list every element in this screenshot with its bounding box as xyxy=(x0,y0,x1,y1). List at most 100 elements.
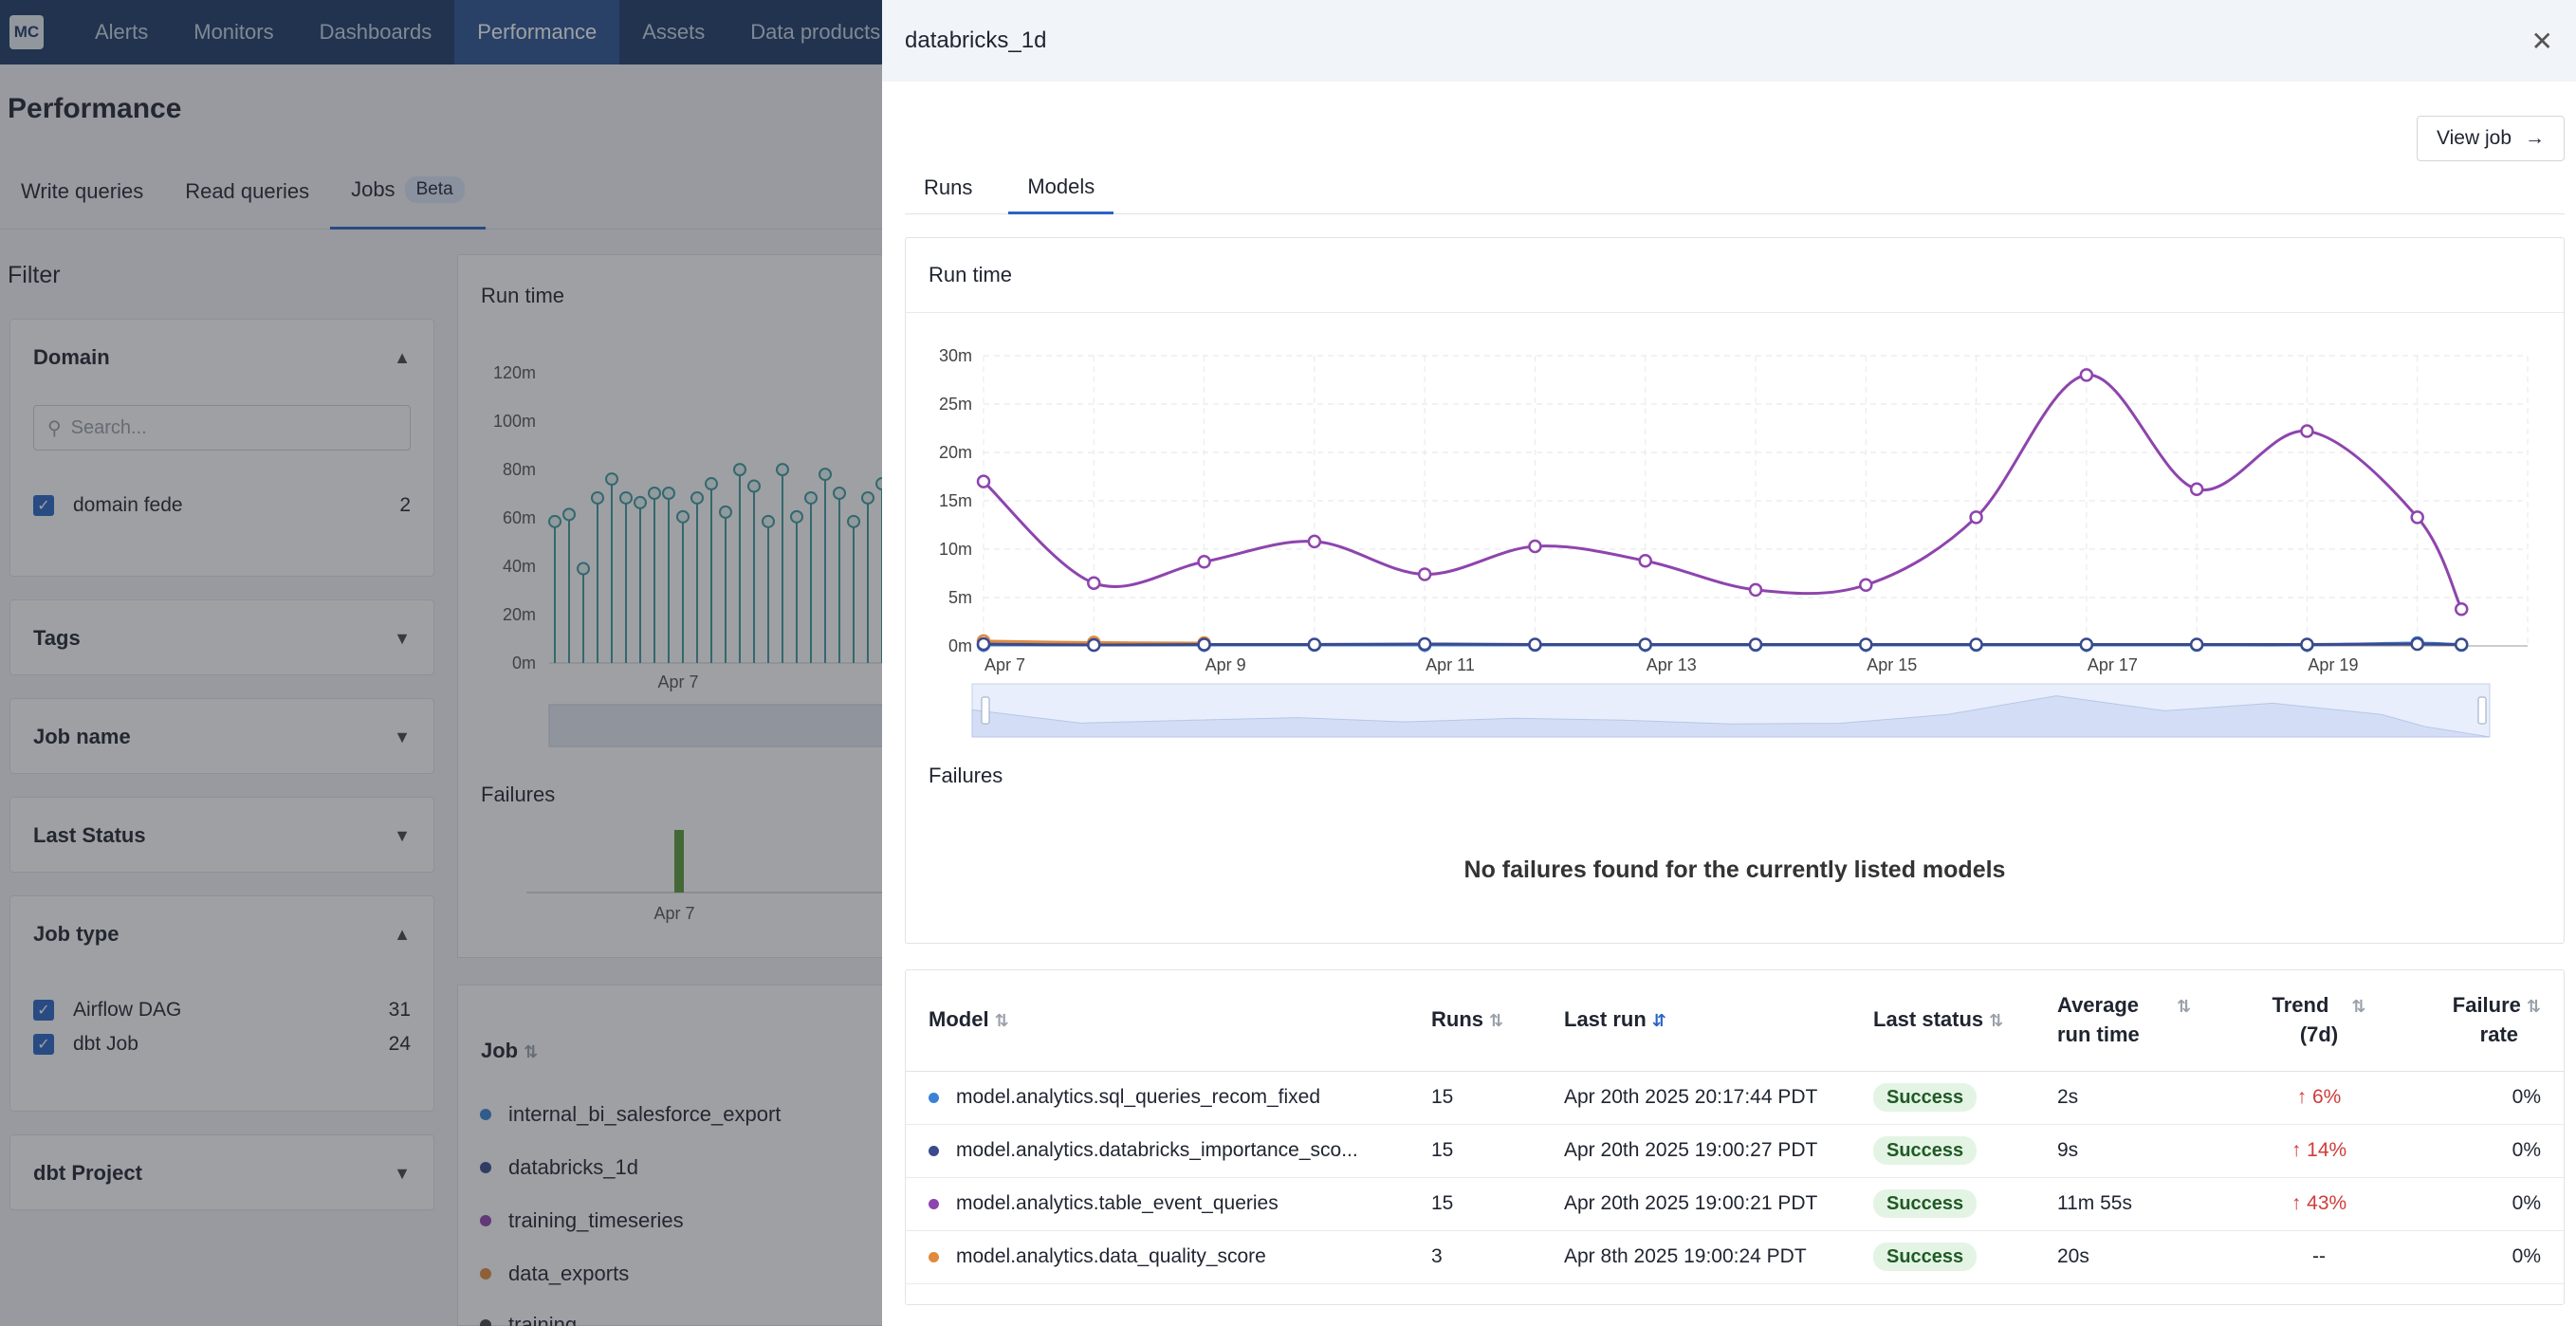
y-tick-label: 20m xyxy=(939,443,972,462)
col-avg-runtime[interactable]: Average ⇅ run time xyxy=(2034,970,2220,1072)
bg-stem-point xyxy=(804,490,818,505)
data-point xyxy=(2079,368,2094,382)
bg-chart-zoom-slider[interactable] xyxy=(548,704,904,747)
sort-icon[interactable]: ⇅ xyxy=(2526,997,2541,1017)
col-failure-label-2: rate xyxy=(2479,1022,2518,1047)
sort-icon[interactable]: ⇅ xyxy=(1489,1011,1504,1031)
zoom-handle-right xyxy=(2477,696,2487,725)
job-type-count: 24 xyxy=(388,1033,411,1055)
nav-alerts[interactable]: Alerts xyxy=(95,20,149,44)
sort-icon[interactable]: ⇅ xyxy=(2177,997,2192,1017)
table-row[interactable]: model.analytics.data_quality_score 3 Apr… xyxy=(906,1230,2564,1284)
chevron-down-icon: ▼ xyxy=(394,825,411,845)
bg-stem-point xyxy=(562,507,576,522)
table-row[interactable]: model.analytics.sql_queries_recom_fixed … xyxy=(906,1071,2564,1125)
model-name[interactable]: model.analytics.databricks_importance_sc… xyxy=(956,1139,1358,1161)
domain-search-input[interactable]: ⚲ Search... xyxy=(33,405,411,451)
runs-cell: 3 xyxy=(1408,1230,1541,1284)
col-last-status[interactable]: Last status ⇅ xyxy=(1850,970,2034,1072)
col-failure-rate[interactable]: Failure ⇅ rate xyxy=(2395,970,2564,1072)
job-row[interactable]: training xyxy=(480,1313,577,1326)
status-badge: Success xyxy=(1873,1189,1978,1218)
nav-data-products[interactable]: Data products xyxy=(750,20,881,44)
drawer-header: databricks_1d ✕ xyxy=(882,0,2576,82)
checkbox-checked-icon[interactable]: ✓ xyxy=(33,1034,54,1055)
filter-job-type-header[interactable]: Job type ▲ xyxy=(10,896,433,972)
y-tick-label: 0m xyxy=(948,636,972,655)
domain-option-count: 2 xyxy=(399,494,411,516)
sort-icon[interactable]: ⇅ xyxy=(2351,997,2366,1017)
status-badge: Success xyxy=(1873,1243,1978,1271)
bg-stem-point xyxy=(548,514,561,528)
close-icon[interactable]: ✕ xyxy=(2530,26,2553,56)
data-point xyxy=(2454,601,2469,617)
filter-tags[interactable]: Tags ▼ xyxy=(9,599,434,675)
y-tick: 80m xyxy=(503,460,536,479)
y-tick-label: 10m xyxy=(939,540,972,559)
job-row[interactable]: data_exports xyxy=(480,1262,629,1286)
table-row[interactable]: model.analytics.table_event_queries 15 A… xyxy=(906,1177,2564,1231)
domain-option[interactable]: ✓ domain fede 2 xyxy=(10,488,433,523)
checkbox-checked-icon[interactable]: ✓ xyxy=(33,1000,54,1021)
tab-write-queries[interactable]: Write queries xyxy=(21,178,144,203)
sort-icon[interactable]: ⇅ xyxy=(1989,1011,2004,1031)
failures-card-title: Failures xyxy=(481,783,556,806)
job-row[interactable]: databricks_1d xyxy=(480,1155,638,1180)
bg-stem-point xyxy=(591,490,604,505)
models-table: Model ⇅ Runs ⇅ Last run ⇵ Last status ⇅ Aver… xyxy=(906,970,2564,1284)
checkbox-checked-icon[interactable]: ✓ xyxy=(33,495,54,516)
col-trend[interactable]: Trend ⇅ (7d) xyxy=(2220,970,2395,1072)
status-dot xyxy=(480,1268,491,1280)
sort-icon[interactable]: ⇅ xyxy=(524,1042,539,1061)
bg-stem-point xyxy=(648,486,661,500)
nav-monitors[interactable]: Monitors xyxy=(193,20,274,44)
job-type-option[interactable]: ✓ dbt Job 24 xyxy=(10,1027,433,1061)
modal-backdrop[interactable] xyxy=(0,0,882,1326)
col-model[interactable]: Model ⇅ xyxy=(906,970,1408,1072)
job-type-option[interactable]: ✓ Airflow DAG 31 xyxy=(10,993,433,1027)
data-point xyxy=(1969,637,1983,652)
bg-stem-point xyxy=(833,486,846,500)
col-last-run[interactable]: Last run ⇵ xyxy=(1541,970,1850,1072)
filter-dbt-project[interactable]: dbt Project ▼ xyxy=(9,1134,434,1210)
no-failures-message: No failures found for the currently list… xyxy=(1463,856,2006,883)
col-runs[interactable]: Runs ⇅ xyxy=(1408,970,1541,1072)
model-name[interactable]: model.analytics.data_quality_score xyxy=(956,1245,1266,1267)
tab-jobs[interactable]: Jobs Beta xyxy=(330,154,486,230)
tab-runs[interactable]: Runs xyxy=(924,175,973,199)
job-row[interactable]: training_timeseries xyxy=(480,1208,684,1233)
view-job-button[interactable]: View job → xyxy=(2417,116,2565,161)
nav-assets[interactable]: Assets xyxy=(642,20,706,44)
x-tick-label: Apr 11 xyxy=(1426,655,1475,674)
avg-runtime-cell: 9s xyxy=(2034,1124,2220,1178)
filter-job-name[interactable]: Job name ▼ xyxy=(9,698,434,774)
nav-dashboards[interactable]: Dashboards xyxy=(319,20,432,44)
data-point xyxy=(1859,637,1873,652)
sort-icon[interactable]: ⇅ xyxy=(994,1011,1009,1031)
jobs-column-header[interactable]: Job ⇅ xyxy=(481,1039,538,1063)
model-name[interactable]: model.analytics.table_event_queries xyxy=(956,1192,1279,1214)
bg-stem-point xyxy=(762,514,775,528)
tab-read-queries[interactable]: Read queries xyxy=(185,178,310,203)
status-dot xyxy=(480,1162,491,1173)
data-point xyxy=(1638,637,1652,652)
tab-models[interactable]: Models xyxy=(1008,161,1114,214)
job-row[interactable]: internal_bi_salesforce_export xyxy=(480,1102,781,1127)
data-point xyxy=(1197,555,1211,569)
bg-stem-point xyxy=(662,486,675,500)
data-point xyxy=(2189,637,2204,652)
filter-last-status[interactable]: Last Status ▼ xyxy=(9,797,434,873)
col-trend-label-1: Trend xyxy=(2272,993,2329,1018)
job-name: training xyxy=(508,1313,578,1326)
nav-performance[interactable]: Performance xyxy=(454,0,620,64)
avg-runtime-cell: 2s xyxy=(2034,1071,2220,1125)
filter-domain-header[interactable]: Domain ▲ xyxy=(10,320,433,396)
sort-desc-icon[interactable]: ⇵ xyxy=(1651,1011,1666,1031)
chevron-up-icon: ▲ xyxy=(394,924,411,944)
model-name[interactable]: model.analytics.sql_queries_recom_fixed xyxy=(956,1086,1321,1108)
jobs-list-card: Job ⇅ xyxy=(457,985,903,1326)
data-point xyxy=(2410,510,2424,525)
table-row[interactable]: model.analytics.databricks_importance_sc… xyxy=(906,1124,2564,1178)
data-point xyxy=(1417,636,1432,652)
app-logo[interactable]: MC xyxy=(9,15,44,49)
